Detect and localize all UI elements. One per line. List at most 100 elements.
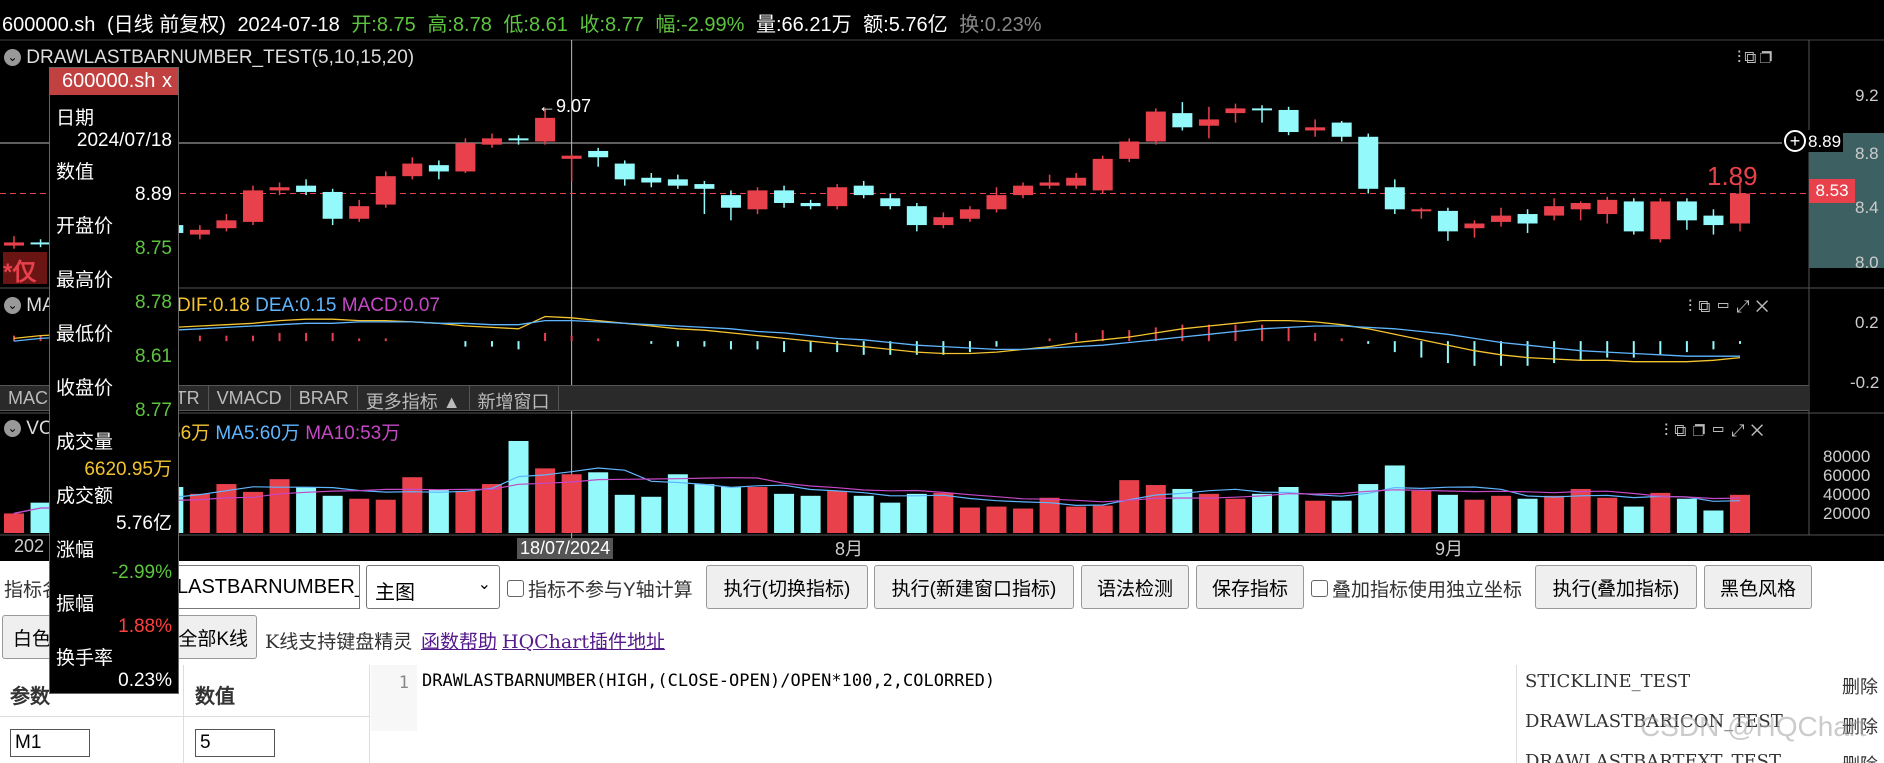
tab-new-window[interactable]: 新增窗口 bbox=[470, 386, 559, 412]
collapse-icon[interactable]: ⌄ bbox=[4, 420, 21, 438]
volume-bar bbox=[322, 495, 343, 533]
candle-body bbox=[455, 143, 476, 172]
delete-indicator-link[interactable]: 删除 bbox=[1842, 677, 1878, 697]
candle-body bbox=[535, 117, 556, 142]
minimize-icon[interactable]: ▭ bbox=[1716, 297, 1736, 316]
collapse-icon[interactable]: ⌄ bbox=[4, 49, 21, 67]
delete-indicator-link[interactable]: 删除 bbox=[1842, 751, 1878, 763]
candle-body bbox=[1331, 122, 1352, 137]
header-date: 2024-07-18 bbox=[237, 14, 340, 36]
syntax-check-button[interactable]: 语法检测 bbox=[1081, 565, 1189, 609]
function-help-link[interactable]: 函数帮助 bbox=[421, 631, 498, 653]
ytick: 9.2 bbox=[1855, 86, 1879, 105]
volume-bar bbox=[933, 492, 954, 533]
close-icon[interactable]: ✕ bbox=[1755, 297, 1775, 316]
volume-bar bbox=[1092, 505, 1113, 533]
header-quote: 600000.sh (日线 前复权) 2024-07-18 开:8.75 高:8… bbox=[2, 8, 1041, 37]
crosshair-date-label: 18/07/2024 bbox=[517, 538, 614, 559]
volume-bar bbox=[375, 499, 396, 533]
chart-type-select[interactable]: 主图 ⌄ bbox=[366, 565, 500, 609]
checkbox-box[interactable] bbox=[1311, 580, 1328, 597]
volume-bar bbox=[349, 498, 370, 533]
settings-sliders-icon[interactable]: ⫶ bbox=[1688, 297, 1699, 316]
tab-vmacd[interactable]: VMACD bbox=[209, 386, 291, 410]
ytick: 40000 bbox=[1823, 485, 1871, 504]
maximize-icon[interactable]: ⤢ bbox=[1730, 421, 1751, 440]
volume-bar bbox=[1650, 492, 1671, 533]
candle-body bbox=[1278, 109, 1299, 133]
black-style-button[interactable]: 黑色风格 bbox=[1704, 565, 1812, 609]
tooltip-label: 成交量 bbox=[56, 432, 114, 453]
candle-body bbox=[1198, 119, 1219, 126]
indicator-list-item[interactable]: DRAWLASTBARICON_TEST bbox=[1525, 711, 1783, 732]
candle-body bbox=[694, 184, 715, 189]
kline-chart[interactable] bbox=[0, 0, 1884, 540]
candle-body bbox=[1145, 111, 1166, 142]
kline-tooltip: 600000.sh x 日期 2024/07/18 数值 8.89 开盘价 8.75 最高价… bbox=[49, 67, 179, 694]
param-name-input[interactable]: M1 bbox=[10, 729, 90, 757]
candle-body bbox=[1172, 113, 1193, 128]
tooltip-value: 2024/07/18 bbox=[76, 130, 172, 151]
macd-title: ⌄ MA bbox=[4, 295, 55, 317]
chevron-down-icon: ⌄ bbox=[477, 576, 491, 593]
tooltip-header: 600000.sh x bbox=[50, 68, 178, 95]
no-y-axis-label: 指标不参与Y轴计算 bbox=[528, 580, 693, 601]
overlay-icon[interactable]: ⧉ bbox=[1698, 297, 1717, 316]
candle-body bbox=[1597, 199, 1618, 215]
candle-body bbox=[1517, 214, 1538, 224]
plus-circle-icon[interactable]: + bbox=[1784, 130, 1806, 152]
indicator-list-item[interactable]: STICKLINE_TEST bbox=[1525, 671, 1691, 692]
volume-bar bbox=[1437, 494, 1458, 533]
code-line[interactable]: DRAWLASTBARNUMBER(HIGH,(CLOSE-OPEN)/OPEN… bbox=[422, 671, 996, 691]
ytick: -0.2 bbox=[1850, 373, 1880, 392]
volume-bar bbox=[242, 491, 263, 533]
tab-more-indicators[interactable]: 更多指标 ▲ bbox=[358, 386, 470, 412]
dif-line bbox=[13, 315, 1741, 363]
tooltip-label: 开盘价 bbox=[56, 216, 114, 237]
editor-area: 参数 数值 M1 5 1 DRAWLASTBARNUMBER(HIGH,(CLO… bbox=[0, 665, 1884, 763]
candle-body bbox=[1305, 127, 1326, 131]
close-icon[interactable]: ✕ bbox=[1750, 421, 1770, 440]
minimize-icon[interactable]: ▭ bbox=[1711, 421, 1731, 440]
volume-bar bbox=[1597, 497, 1618, 533]
main-indicator-title[interactable]: ⌄ DRAWLASTBARNUMBER_TEST(5,10,15,20) bbox=[4, 47, 414, 69]
exec-new-window-button[interactable]: 执行(新建窗口指标) bbox=[874, 565, 1074, 609]
candle-body bbox=[296, 185, 317, 192]
volume-bar bbox=[1331, 500, 1352, 533]
close-icon[interactable]: x bbox=[162, 70, 172, 92]
delete-indicator-link[interactable]: 删除 bbox=[1842, 717, 1878, 737]
volume-bar bbox=[455, 490, 476, 533]
indicator-list-item[interactable]: DRAWLASTBARTEXT_TEST bbox=[1525, 751, 1781, 763]
volume-bar bbox=[1676, 498, 1697, 533]
no-y-axis-checkbox[interactable]: 指标不参与Y轴计算 bbox=[507, 575, 693, 602]
tab-brar[interactable]: BRAR bbox=[291, 386, 358, 410]
indicator-name-input[interactable]: LASTBARNUMBER_ bbox=[60, 565, 360, 609]
exec-overlay-button[interactable]: 执行(叠加指标) bbox=[1535, 565, 1697, 609]
tooltip-value: 8.78 bbox=[135, 292, 172, 313]
settings-sliders-icon[interactable]: ⫶ bbox=[1737, 48, 1745, 67]
tooltip-value: 8.75 bbox=[135, 238, 172, 259]
settings-sliders-icon[interactable]: ⫶ bbox=[1664, 421, 1675, 440]
candle-body bbox=[1730, 193, 1750, 224]
plugin-address-link[interactable]: HQChart插件地址 bbox=[502, 631, 665, 653]
save-indicator-button[interactable]: 保存指标 bbox=[1196, 565, 1304, 609]
volume-bar bbox=[1358, 484, 1379, 533]
volume-bar bbox=[1491, 495, 1512, 533]
overlay-icon[interactable]: ⧉ bbox=[1744, 48, 1760, 67]
ytick: 80000 bbox=[1823, 447, 1871, 466]
exec-switch-button[interactable]: 执行(切换指标) bbox=[706, 565, 868, 609]
copy-icon[interactable]: ❐ bbox=[1692, 421, 1712, 440]
checkbox-box[interactable] bbox=[507, 580, 524, 597]
volume-bar bbox=[1305, 500, 1326, 533]
copy-icon[interactable]: ❐ bbox=[1759, 48, 1776, 67]
candle-body bbox=[1358, 136, 1379, 189]
candle-body bbox=[1225, 108, 1246, 114]
overlay-axis-checkbox[interactable]: 叠加指标使用独立坐标 bbox=[1311, 575, 1522, 602]
overlay-icon[interactable]: ⧉ bbox=[1674, 421, 1693, 440]
header-volume: 量:66.21万 bbox=[756, 14, 852, 36]
header-high: 高:8.78 bbox=[427, 14, 492, 36]
collapse-icon[interactable]: ⌄ bbox=[4, 297, 21, 315]
maximize-icon[interactable]: ⤢ bbox=[1736, 297, 1756, 316]
param-value-input[interactable]: 5 bbox=[195, 729, 275, 757]
